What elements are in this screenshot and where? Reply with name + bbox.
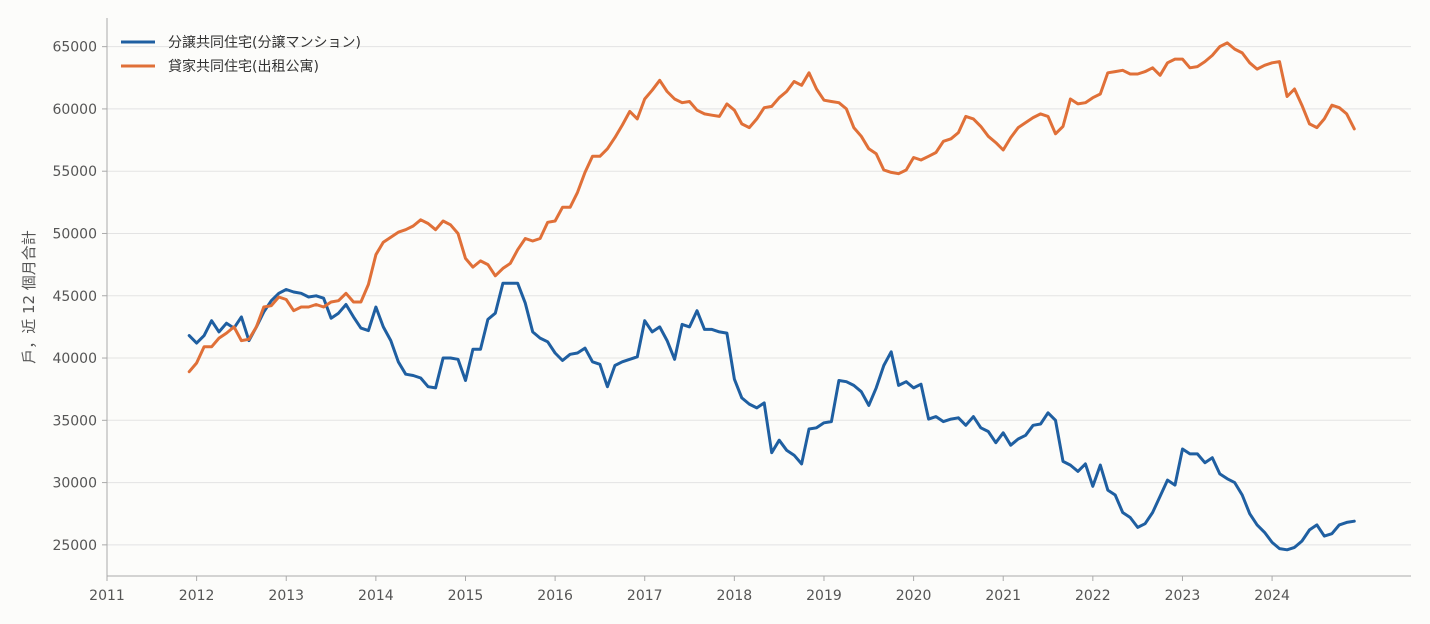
series-lines: [187, 41, 1356, 552]
legend: 分譲共同住宅(分譲マンション) 貸家共同住宅(出租公寓): [121, 35, 361, 75]
x-tick-label: 2011: [89, 588, 125, 604]
x-tick-label: 2019: [806, 588, 842, 604]
x-tick-labels: 2011 2012 2013 2014 2015 2016 2017 2018 2019 2020…: [89, 576, 1290, 604]
y-tick-label: 30000: [52, 476, 97, 492]
x-tick-label: 2016: [537, 588, 573, 604]
y-tick-label: 45000: [52, 289, 97, 305]
y-tick-labels: 25000 30000 35000 40000 45000 50000 55000 60000…: [52, 40, 107, 554]
x-tick-label: 2017: [627, 588, 663, 604]
legend-label-1: 分譲共同住宅(分譲マンション): [168, 35, 361, 51]
y-tick-label: 25000: [52, 538, 97, 554]
y-tick-label: 50000: [52, 226, 97, 242]
y-tick-label: 65000: [52, 40, 97, 56]
y-axis-title: 戶，近 12 個月合計: [20, 230, 38, 364]
x-tick-label: 2021: [985, 588, 1021, 604]
x-tick-label: 2023: [1165, 588, 1201, 604]
x-tick-label: 2013: [268, 588, 304, 604]
x-tick-label: 2022: [1075, 588, 1111, 604]
x-tick-label: 2012: [179, 588, 215, 604]
y-tick-label: 40000: [52, 351, 97, 367]
y-tick-label: 60000: [52, 102, 97, 118]
y-tick-label: 35000: [52, 413, 97, 429]
x-tick-label: 2020: [896, 588, 932, 604]
grid-lines: [107, 46, 1411, 546]
legend-label-2: 貸家共同住宅(出租公寓): [168, 58, 319, 75]
x-tick-label: 2015: [448, 588, 484, 604]
axes: [106, 18, 1411, 577]
series-line-2: [187, 41, 1356, 374]
x-tick-label: 2024: [1254, 588, 1290, 604]
x-tick-label: 2014: [358, 588, 394, 604]
y-tick-label: 55000: [52, 164, 97, 180]
x-tick-label: 2018: [717, 588, 753, 604]
series-line-1: [187, 281, 1356, 552]
